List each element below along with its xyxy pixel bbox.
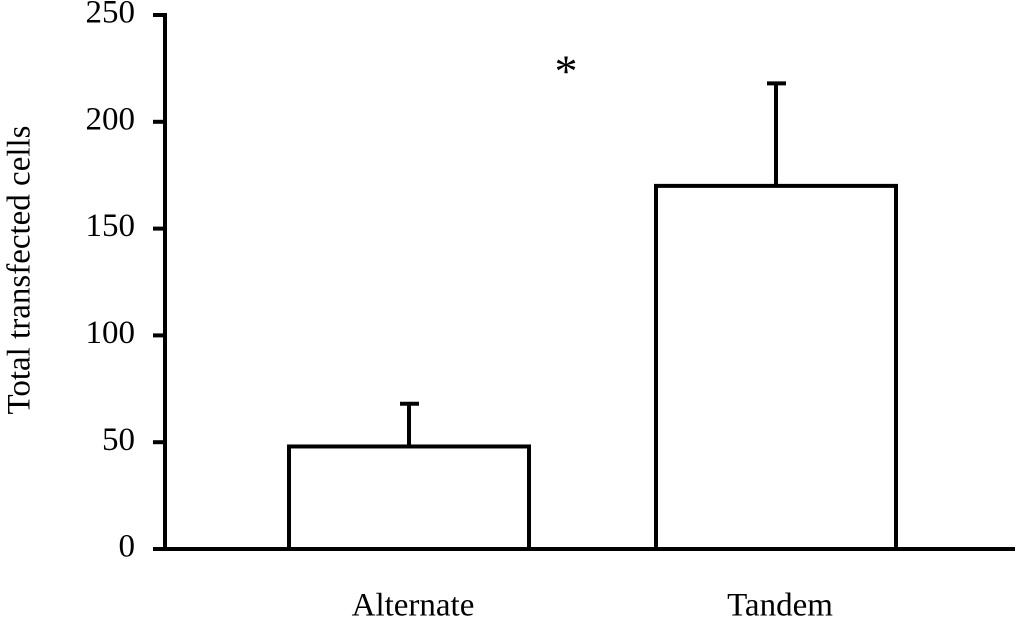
y-tick-label: 200 xyxy=(86,101,136,137)
y-tick-label: 150 xyxy=(86,208,136,244)
bar xyxy=(654,183,898,551)
y-axis-label: Total transfected cells xyxy=(2,125,38,414)
bar xyxy=(287,444,531,551)
x-tick-label: Tandem xyxy=(727,588,833,624)
y-tick-label: 250 xyxy=(86,0,136,31)
y-tick-label: 50 xyxy=(102,422,135,458)
y-tick-label: 100 xyxy=(86,315,136,351)
significance-marker: * xyxy=(555,46,578,97)
y-tick-label: 0 xyxy=(119,529,136,565)
x-tick-label: Alternate xyxy=(352,588,475,624)
